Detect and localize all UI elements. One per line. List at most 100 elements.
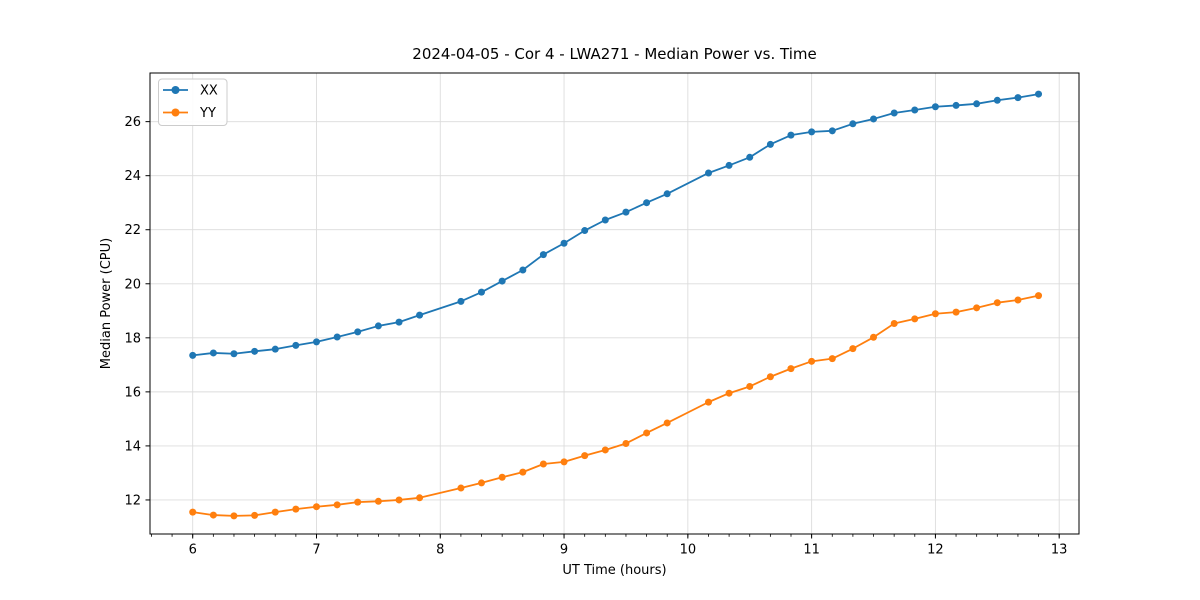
- data-point-yy: [230, 512, 238, 520]
- legend-marker-xx-icon: [171, 86, 180, 94]
- data-point-yy: [973, 304, 981, 312]
- legend-label-yy: YY: [199, 106, 216, 121]
- legend-label-xx: XX: [200, 84, 218, 99]
- data-point-yy: [374, 497, 382, 505]
- x-tick-label: 11: [803, 543, 820, 558]
- x-tick-label: 7: [312, 543, 320, 558]
- data-point-xx: [292, 341, 300, 349]
- legend-marker-yy-icon: [171, 108, 180, 117]
- data-point-yy: [1035, 292, 1043, 300]
- data-point-xx: [416, 311, 424, 319]
- data-point-xx: [622, 208, 630, 216]
- data-point-yy: [395, 496, 403, 504]
- x-tick-label: 13: [1051, 543, 1068, 558]
- x-tick-label: 12: [927, 543, 944, 558]
- data-point-xx: [931, 103, 939, 111]
- x-tick-label: 6: [189, 543, 197, 558]
- data-point-xx: [1014, 94, 1022, 102]
- data-point-xx: [952, 101, 960, 109]
- y-axis-label: Median Power (CPU): [99, 238, 114, 369]
- data-point-yy: [911, 315, 919, 323]
- data-point-xx: [539, 251, 547, 259]
- data-point-yy: [354, 498, 362, 506]
- data-point-yy: [705, 398, 713, 406]
- x-tick-label: 10: [680, 543, 697, 558]
- data-point-xx: [312, 338, 320, 346]
- data-point-xx: [477, 288, 485, 296]
- legend-entry-yy: YY: [163, 106, 216, 121]
- data-point-xx: [973, 100, 981, 108]
- legend: XX YY: [158, 78, 228, 126]
- data-point-yy: [539, 460, 547, 468]
- data-point-xx: [1035, 90, 1043, 98]
- data-point-yy: [251, 511, 259, 519]
- data-point-yy: [416, 494, 424, 502]
- data-point-yy: [209, 511, 217, 519]
- data-point-yy: [870, 333, 878, 341]
- data-point-xx: [271, 345, 279, 353]
- legend-entry-xx: XX: [163, 84, 218, 99]
- y-tick-label: 14: [124, 439, 141, 454]
- plot-area: 6 7 8 9 10 11 12 13 12 14 16 18 20 22 24 26: [124, 72, 1080, 558]
- data-point-xx: [560, 239, 568, 247]
- x-axis-label: UT Time (hours): [562, 563, 666, 578]
- data-point-yy: [828, 355, 836, 363]
- data-point-xx: [746, 153, 754, 161]
- data-point-xx: [333, 333, 341, 341]
- data-point-yy: [849, 345, 857, 353]
- data-point-yy: [1014, 296, 1022, 304]
- data-point-yy: [890, 320, 898, 327]
- series-line-xx: [191, 93, 1040, 357]
- y-tick-label: 16: [124, 385, 141, 400]
- data-point-xx: [374, 322, 382, 330]
- data-point-yy: [622, 439, 630, 447]
- data-point-yy: [766, 373, 774, 381]
- data-point-yy: [931, 310, 939, 318]
- data-point-yy: [519, 468, 527, 476]
- x-tick-label: 9: [560, 543, 568, 558]
- data-point-yy: [189, 508, 197, 516]
- data-point-yy: [292, 505, 300, 513]
- data-point-xx: [663, 190, 671, 198]
- data-point-xx: [890, 109, 898, 117]
- data-point-xx: [519, 266, 527, 274]
- data-point-yy: [601, 446, 609, 454]
- data-point-yy: [993, 299, 1001, 307]
- data-point-yy: [457, 484, 465, 492]
- data-point-yy: [271, 508, 279, 516]
- data-point-xx: [498, 277, 506, 285]
- data-point-yy: [952, 308, 960, 316]
- data-point-yy: [808, 357, 816, 365]
- data-point-xx: [643, 199, 651, 207]
- plot-border: [149, 72, 1080, 535]
- data-point-yy: [333, 501, 341, 509]
- data-point-xx: [993, 96, 1001, 104]
- data-point-yy: [725, 389, 733, 397]
- y-tick-label: 18: [124, 331, 141, 346]
- series-line-yy: [191, 294, 1040, 517]
- data-point-xx: [457, 297, 465, 305]
- data-point-xx: [189, 351, 197, 359]
- data-point-xx: [601, 216, 609, 224]
- y-tick-label: 24: [124, 169, 141, 184]
- data-point-yy: [787, 365, 795, 373]
- x-tick-label: 8: [436, 543, 444, 558]
- y-tick-label: 12: [124, 493, 141, 508]
- data-point-xx: [230, 350, 238, 358]
- chart-title: 2024-04-05 - Cor 4 - LWA271 - Median Pow…: [412, 45, 816, 63]
- data-point-yy: [312, 503, 320, 511]
- y-tick-label: 26: [124, 115, 141, 130]
- data-point-xx: [581, 227, 589, 235]
- data-point-yy: [663, 419, 671, 427]
- data-point-yy: [643, 429, 651, 437]
- y-tick-label: 22: [124, 223, 141, 238]
- data-point-xx: [354, 328, 362, 336]
- data-point-xx: [808, 128, 816, 136]
- data-point-xx: [209, 349, 217, 357]
- data-point-xx: [828, 127, 836, 135]
- y-tick-label: 20: [124, 277, 141, 292]
- data-point-xx: [725, 161, 733, 169]
- data-point-xx: [251, 347, 259, 355]
